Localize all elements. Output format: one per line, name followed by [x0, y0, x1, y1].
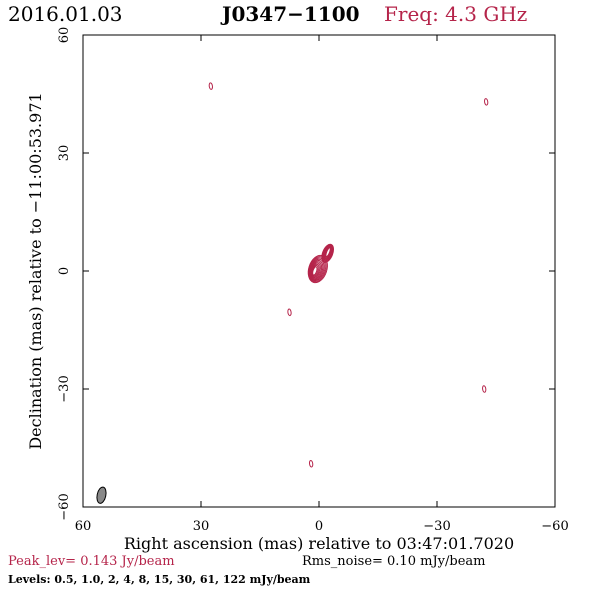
core-contour: [312, 266, 318, 276]
core-contour: [311, 265, 319, 277]
jet-contour: [323, 245, 333, 260]
jet-contour: [325, 247, 331, 258]
frequency-label: Freq: 4.3 GHz: [384, 2, 528, 26]
noise-contour: [482, 385, 487, 393]
jet-contour: [322, 244, 334, 262]
peak-level: Peak_lev= 0.143 Jy/beam: [8, 554, 175, 569]
y-tick-label: −30: [57, 375, 72, 402]
noise-contour: [484, 98, 489, 106]
y-tick-label: 0: [57, 267, 72, 275]
x-tick-label: 0: [315, 519, 323, 534]
core-contour: [309, 258, 325, 281]
observation-date: 2016.01.03: [8, 2, 123, 26]
noise-contour: [308, 459, 314, 468]
core-contour: [310, 261, 323, 279]
x-tick-label: 60: [75, 519, 92, 534]
y-tick-label: 30: [57, 145, 72, 162]
core-contour: [311, 263, 320, 278]
noise-contour: [208, 82, 213, 90]
jet-contour: [324, 246, 332, 259]
x-tick-label: −60: [541, 519, 568, 534]
noise-contour: [287, 308, 292, 317]
x-axis-label: Right ascension (mas) relative to 03:47:…: [124, 534, 514, 553]
jet-contour: [321, 243, 334, 263]
core-contour: [309, 259, 324, 280]
jet-contour: [322, 244, 333, 261]
x-tick-labels: 60 30 0 −30 −60: [75, 519, 569, 534]
rms-noise: Rms_noise= 0.10 mJy/beam: [302, 554, 486, 569]
jet-contour: [324, 246, 332, 258]
y-axis-label: Declination (mas) relative to −11:00:53.…: [26, 92, 45, 449]
y-tick-label: 60: [57, 27, 72, 44]
x-tick-label: 30: [193, 519, 210, 534]
beam-ellipse: [96, 486, 107, 504]
y-tick-labels: 60 30 0 −30 −60: [57, 27, 72, 521]
core-contour: [310, 262, 321, 279]
source-name: J0347−1100: [222, 2, 360, 26]
axis-ticks: [82, 34, 556, 508]
x-tick-label: −30: [423, 519, 450, 534]
core-contour: [308, 257, 326, 282]
contour-levels: Levels: 0.5, 1.0, 2, 4, 8, 15, 30, 61, 1…: [8, 573, 311, 586]
y-tick-label: −60: [57, 493, 72, 520]
contours: [96, 82, 489, 504]
